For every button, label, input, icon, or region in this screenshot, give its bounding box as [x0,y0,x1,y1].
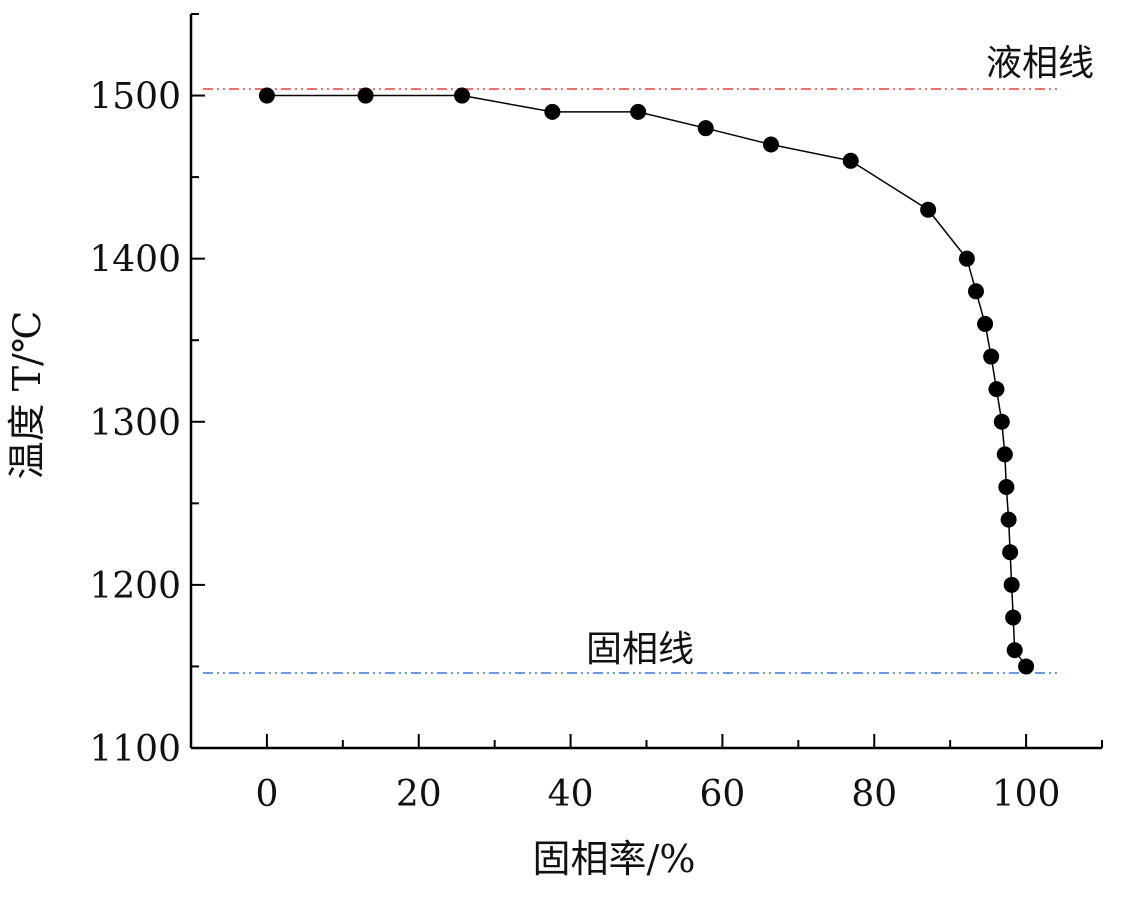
x-tick-label: 20 [396,774,442,815]
data-point [763,136,780,153]
data-point [967,283,984,300]
x-tick-label: 80 [851,774,897,815]
data-point [1018,658,1035,675]
y-tick-label: 1200 [89,566,181,607]
data-point [258,87,275,104]
data-point [357,87,374,104]
data-point [977,315,994,332]
data-point [996,446,1013,463]
x-tick-label: 40 [548,774,594,815]
data-point [958,250,975,267]
data-point [988,381,1005,398]
series-line [266,94,1027,667]
data-point [1002,544,1019,561]
y-axis-title: 温度 T/℃ [5,311,49,480]
axes: 0 20 40 60 80 100 1100 1200 1300 1400 1500 [89,13,1103,815]
data-point [630,103,647,120]
data-point [544,103,561,120]
data-point [1000,511,1017,528]
reference-line-label: 固相线 [586,629,694,670]
data-point [1005,609,1022,626]
data-point [920,201,937,218]
y-tick-label: 1100 [89,729,181,770]
data-point [993,413,1010,430]
data-point [998,479,1015,496]
x-tick-label: 60 [700,774,746,815]
x-axis-title: 固相率/% [533,837,696,881]
data-point [454,87,471,104]
data-point [842,152,859,169]
data-point [983,348,1000,365]
data-series [258,87,1035,675]
y-tick-label: 1400 [89,240,181,281]
y-tick-label: 1500 [89,77,181,118]
y-tick-label: 1300 [89,403,181,444]
reference-line-label: 液相线 [986,43,1094,84]
data-point [1006,642,1023,659]
x-tick-label: 0 [255,774,278,815]
data-point [1003,576,1020,593]
data-point [697,120,714,137]
x-tick-label: 100 [992,774,1061,815]
